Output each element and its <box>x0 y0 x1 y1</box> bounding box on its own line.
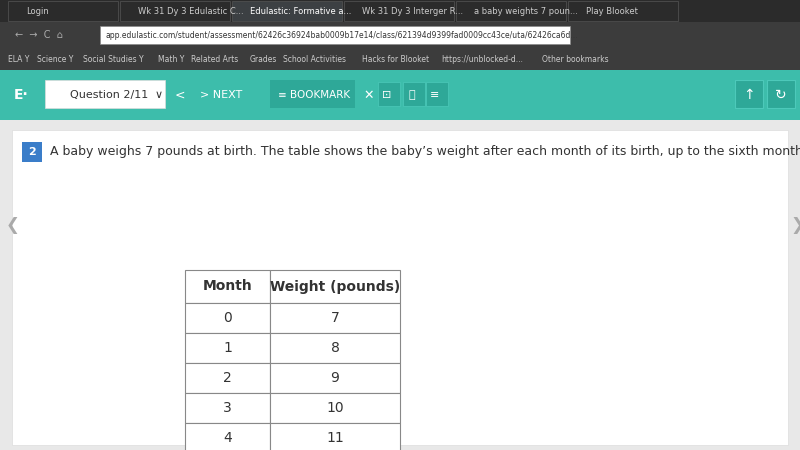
Text: Related Arts: Related Arts <box>191 54 238 63</box>
Bar <box>378 82 400 106</box>
Bar <box>0 70 800 120</box>
Text: 10: 10 <box>326 401 344 415</box>
Bar <box>22 142 42 162</box>
Bar <box>8 1 118 21</box>
Text: Month: Month <box>202 279 252 293</box>
Bar <box>270 333 400 363</box>
Bar <box>185 303 270 333</box>
Text: Edulastic: Formative a...: Edulastic: Formative a... <box>250 6 351 15</box>
Text: 3: 3 <box>223 401 232 415</box>
Text: Grades: Grades <box>250 54 277 63</box>
Text: ⊡: ⊡ <box>382 90 392 100</box>
Bar <box>568 1 678 21</box>
Bar <box>270 393 400 423</box>
Text: Question 2/11: Question 2/11 <box>70 90 148 100</box>
Bar <box>270 423 400 450</box>
Text: 2: 2 <box>28 147 36 157</box>
Bar <box>270 80 355 108</box>
Text: Science Υ: Science Υ <box>37 54 74 63</box>
Bar <box>185 423 270 450</box>
Text: Social Studies Υ: Social Studies Υ <box>83 54 143 63</box>
Bar <box>185 363 270 393</box>
Text: Login: Login <box>26 6 49 15</box>
Bar <box>232 1 342 21</box>
Bar <box>12 80 34 108</box>
Bar <box>456 1 566 21</box>
Bar <box>12 130 788 445</box>
Text: 11: 11 <box>326 431 344 445</box>
Text: ≡ BOOKMARK: ≡ BOOKMARK <box>278 90 350 100</box>
Text: Math Υ: Math Υ <box>158 54 184 63</box>
Bar <box>270 303 400 333</box>
Text: 9: 9 <box>330 371 339 385</box>
Bar <box>185 270 270 303</box>
Text: ✕: ✕ <box>363 89 374 102</box>
Text: <: < <box>175 89 186 102</box>
Text: ❯: ❯ <box>790 216 800 234</box>
Text: app.edulastic.com/student/assessment/62426c36924bab0009b17e14/class/621394d9399f: app.edulastic.com/student/assessment/624… <box>105 31 578 40</box>
Bar <box>0 120 800 450</box>
Text: A baby weighs 7 pounds at birth. The table shows the baby’s weight after each mo: A baby weighs 7 pounds at birth. The tab… <box>50 145 800 158</box>
Text: 0: 0 <box>223 311 232 325</box>
Text: 🔍: 🔍 <box>409 90 415 100</box>
Text: School Activities: School Activities <box>283 54 346 63</box>
Bar <box>426 82 448 106</box>
Bar <box>100 26 570 44</box>
Bar <box>192 80 262 108</box>
Text: https://unblocked-d...: https://unblocked-d... <box>442 54 523 63</box>
Text: 7: 7 <box>330 311 339 325</box>
Bar <box>767 80 795 108</box>
Text: ↑: ↑ <box>743 88 755 102</box>
Text: Wk 31 Dy 3 Edulastic C...: Wk 31 Dy 3 Edulastic C... <box>138 6 244 15</box>
Bar <box>185 393 270 423</box>
Text: Other bookmarks: Other bookmarks <box>542 54 609 63</box>
Bar <box>185 333 270 363</box>
Text: Wk 31 Dy 3 Interger R...: Wk 31 Dy 3 Interger R... <box>362 6 463 15</box>
Bar <box>0 22 800 48</box>
Bar <box>344 1 454 21</box>
Bar <box>45 80 165 108</box>
Bar <box>403 82 425 106</box>
Text: Play Blooket: Play Blooket <box>586 6 638 15</box>
Text: ≡: ≡ <box>430 90 440 100</box>
Text: Hacks for Blooket: Hacks for Blooket <box>362 54 430 63</box>
Bar <box>0 0 800 22</box>
Text: 2: 2 <box>223 371 232 385</box>
Text: ELA Υ: ELA Υ <box>8 54 30 63</box>
Text: Weight (pounds): Weight (pounds) <box>270 279 400 293</box>
Bar <box>270 270 400 303</box>
Text: ❮: ❮ <box>6 216 20 234</box>
Text: a baby weights 7 poun...: a baby weights 7 poun... <box>474 6 578 15</box>
Text: 1: 1 <box>223 341 232 355</box>
Bar <box>0 48 800 70</box>
Text: 4: 4 <box>223 431 232 445</box>
Text: > NEXT: > NEXT <box>200 90 242 100</box>
Bar <box>735 80 763 108</box>
Text: ↻: ↻ <box>775 88 787 102</box>
Text: ←  →  C  ⌂: ← → C ⌂ <box>15 30 63 40</box>
Bar <box>120 1 230 21</box>
Text: E·: E· <box>14 88 29 102</box>
Text: ∨: ∨ <box>155 90 163 100</box>
Text: 8: 8 <box>330 341 339 355</box>
Bar <box>270 363 400 393</box>
